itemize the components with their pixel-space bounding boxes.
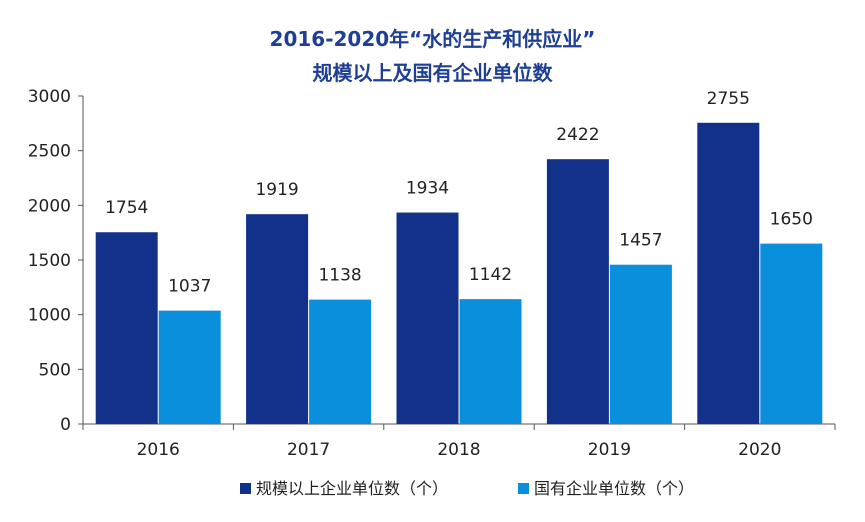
bar-large-scale <box>95 232 158 424</box>
axes: 0 500 1000 1500 2000 2500 3000 2016 2017 2018 2019… <box>28 87 836 460</box>
y-tick-label: 2000 <box>28 196 71 216</box>
bar-state-owned <box>760 243 823 424</box>
y-tick-label: 2500 <box>28 142 71 162</box>
y-tick-label: 500 <box>39 360 71 380</box>
chart-title-block: 2016-2020年“水的生产和供应业” 规模以上及国有企业单位数 <box>0 22 865 90</box>
data-label: 1138 <box>318 266 361 286</box>
data-label: 1934 <box>406 179 449 199</box>
y-tick-label: 0 <box>60 415 71 435</box>
data-label: 1650 <box>770 210 813 230</box>
legend-label: 规模以上企业单位数（个） <box>256 479 448 498</box>
legend-swatch <box>518 483 529 494</box>
legend-label: 国有企业单位数（个） <box>534 479 694 498</box>
bar-large-scale <box>246 214 309 424</box>
data-labels: 1754 1037 1919 1138 1934 1142 2422 1457 2755 1650 <box>105 89 813 297</box>
y-tick-label: 3000 <box>28 87 71 107</box>
legend: 规模以上企业单位数（个） 国有企业单位数（个） <box>240 479 694 498</box>
x-tick-label: 2020 <box>738 440 781 460</box>
bar-state-owned <box>459 299 522 424</box>
x-tick-label: 2018 <box>437 440 480 460</box>
data-label: 1037 <box>168 277 211 297</box>
bar-large-scale <box>396 212 459 424</box>
chart-subtitle: 规模以上及国有企业单位数 <box>312 61 553 85</box>
y-tick-label: 1500 <box>28 251 71 271</box>
data-label: 2755 <box>707 89 750 109</box>
data-label: 1754 <box>105 198 148 218</box>
bar-state-owned <box>158 310 221 424</box>
x-tick-label: 2016 <box>137 440 180 460</box>
x-tick-label: 2019 <box>588 440 631 460</box>
bar-large-scale <box>697 122 760 424</box>
bar-state-owned <box>609 264 672 424</box>
legend-swatch <box>240 483 251 494</box>
bars <box>95 122 823 424</box>
data-label: 2422 <box>556 125 599 145</box>
bar-state-owned <box>309 299 372 424</box>
y-tick-label: 1000 <box>28 306 71 326</box>
bar-large-scale <box>546 159 609 424</box>
x-tick-label: 2017 <box>287 440 330 460</box>
data-label: 1919 <box>255 180 298 200</box>
data-label: 1457 <box>619 231 662 251</box>
chart-title: 2016-2020年“水的生产和供应业” <box>269 27 596 51</box>
data-label: 1142 <box>469 265 512 285</box>
